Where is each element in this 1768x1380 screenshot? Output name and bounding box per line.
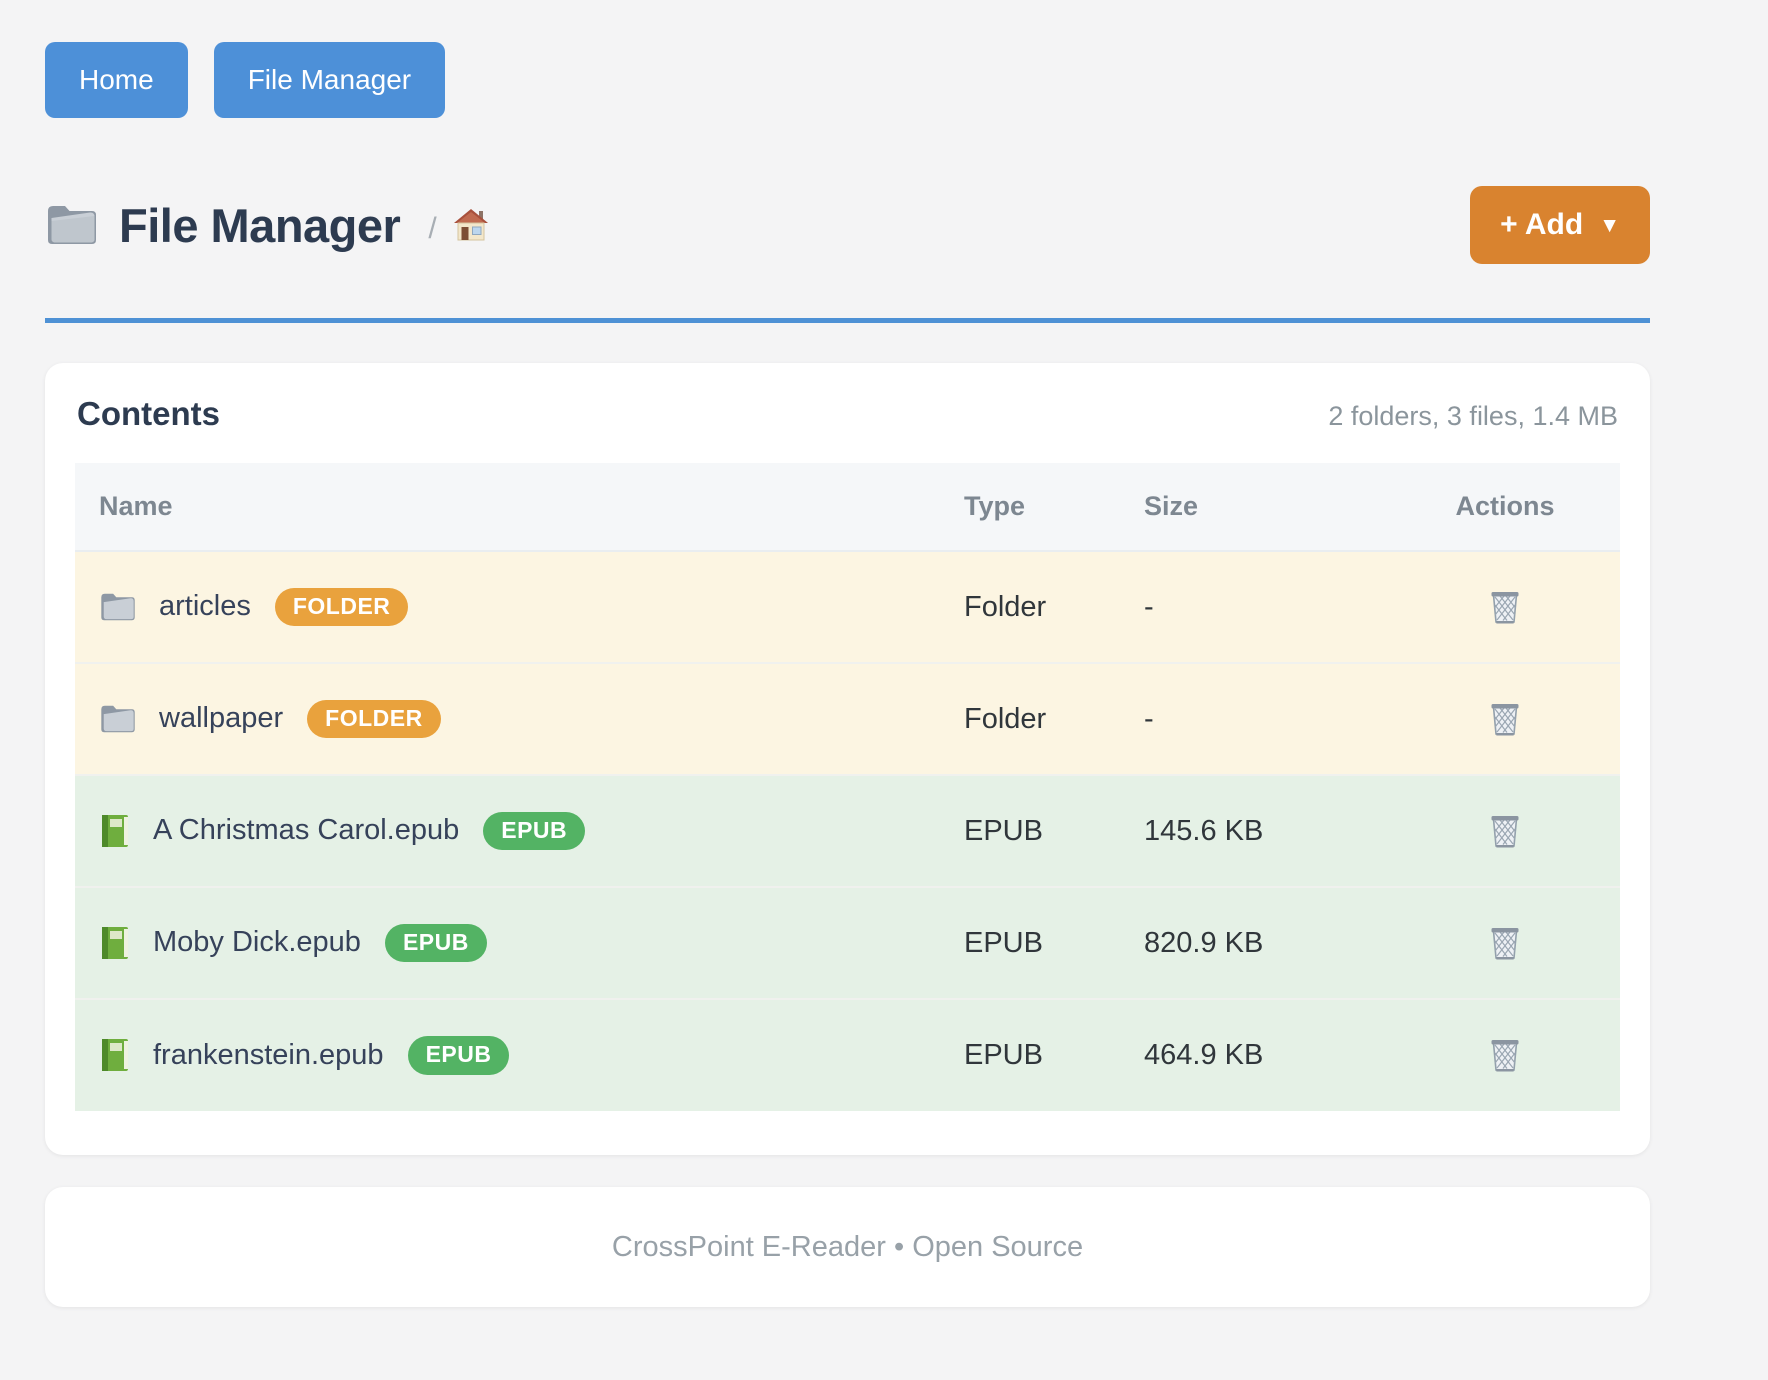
chevron-down-icon: ▼ [1599,214,1620,237]
file-name[interactable]: frankenstein.epub [153,1038,384,1071]
footer-text: CrossPoint E-Reader • Open Source [611,1230,1084,1263]
home-button[interactable]: Home [45,42,188,118]
type-cell: EPUB [940,774,1120,887]
file-table: Name Type Size Actions [75,463,1620,1111]
trash-icon [1488,811,1522,852]
file-name[interactable]: wallpaper [159,702,284,735]
table-row[interactable]: frankenstein.epub EPUB EPUB 464.9 KB [75,998,1620,1111]
trash-icon [1488,1035,1522,1076]
add-button[interactable]: + Add ▼ [1470,186,1650,264]
table-row[interactable]: Moby Dick.epub EPUB EPUB 820.9 KB [75,886,1620,999]
contents-card: Contents 2 folders, 3 files, 1.4 MB Name… [45,363,1650,1155]
size-cell: 464.9 KB [1120,998,1390,1111]
table-row[interactable]: wallpaper FOLDER Folder - [75,662,1620,775]
contents-card-header: Contents 2 folders, 3 files, 1.4 MB [75,395,1620,433]
size-cell: 145.6 KB [1120,774,1390,887]
epub-badge: EPUB [407,1036,510,1075]
delete-button[interactable] [1484,919,1526,968]
book-icon [99,925,131,961]
folder-badge: FOLDER [274,587,409,627]
type-cell: EPUB [940,998,1120,1111]
column-header-actions: Actions [1390,463,1620,552]
file-name[interactable]: A Christmas Carol.epub [153,814,460,847]
home-icon[interactable] [453,208,489,242]
delete-button[interactable] [1484,1031,1526,1080]
delete-button[interactable] [1484,807,1526,856]
page-title: File Manager [119,198,401,252]
epub-badge: EPUB [483,811,586,851]
folder-badge: FOLDER [307,699,441,739]
contents-title: Contents [77,395,220,432]
book-icon [99,813,131,849]
size-cell: - [1120,551,1390,663]
book-icon [99,1037,131,1073]
file-name[interactable]: Moby Dick.epub [153,926,361,959]
trash-icon [1488,699,1522,740]
type-cell: EPUB [940,886,1120,999]
file-name[interactable]: articles [159,590,251,623]
delete-button[interactable] [1484,695,1526,744]
column-header-size: Size [1120,463,1390,552]
table-row[interactable]: articles FOLDER Folder - [75,551,1620,663]
footer-card: CrossPoint E-Reader • Open Source [45,1187,1650,1307]
breadcrumb: / [428,208,489,245]
page-header: File Manager / + Add ▼ [45,186,1650,323]
title-wrap: File Manager / [45,198,489,253]
table-row[interactable]: A Christmas Carol.epub EPUB EPUB 145.6 K… [75,774,1620,887]
add-button-label: + Add [1500,208,1584,241]
size-cell: - [1120,662,1390,775]
size-cell: 820.9 KB [1120,886,1390,999]
column-header-type: Type [940,463,1120,552]
trash-icon [1488,923,1522,964]
epub-badge: EPUB [384,923,487,963]
top-nav: Home File Manager [45,0,1650,118]
table-header-row: Name Type Size Actions [75,463,1620,552]
delete-button[interactable] [1484,583,1526,632]
type-cell: Folder [940,551,1120,663]
folder-icon [99,591,137,623]
folder-icon [45,202,99,248]
trash-icon [1488,587,1522,628]
folder-icon [99,703,137,735]
page-container: Home File Manager File Manager / [45,0,1650,1307]
column-header-name: Name [75,463,940,552]
breadcrumb-separator: / [428,212,437,245]
contents-summary: 2 folders, 3 files, 1.4 MB [1328,401,1618,431]
file-manager-button[interactable]: File Manager [213,42,446,118]
type-cell: Folder [940,662,1120,775]
